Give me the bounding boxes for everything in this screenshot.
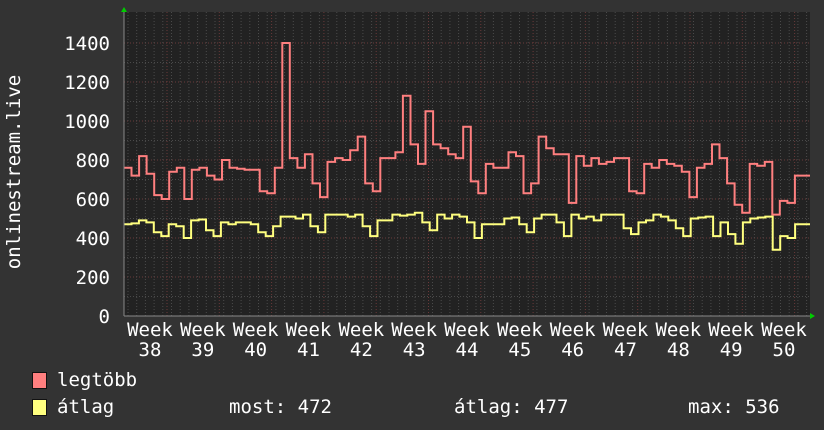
y-axis-label: onlinestream.live — [3, 75, 25, 269]
chart: 0 200 400 600 800 1000 1200 1400 onlinestream.li… — [3, 7, 815, 361]
x-tick-label-line: Week — [761, 319, 807, 341]
x-tick-label: Week 49 — [708, 319, 754, 361]
x-tick-label-line: Week — [550, 319, 596, 341]
x-tick-label-line: 47 — [614, 339, 637, 361]
x-axis-arrow-icon — [810, 313, 815, 319]
x-tick-label-line: Week — [391, 319, 437, 341]
x-tick-label-line: 44 — [456, 339, 479, 361]
y-tick-label: 0 — [99, 306, 110, 328]
legend-label-avg: átlag — [57, 396, 115, 418]
stat-now: most: 472 — [229, 396, 332, 418]
y-tick-label: 200 — [76, 267, 110, 289]
x-tick-label-line: 46 — [561, 339, 584, 361]
y-tick-label: 1200 — [64, 72, 110, 94]
x-tick-label-line: 48 — [667, 339, 690, 361]
x-tick-label-line: Week — [127, 319, 173, 341]
x-tick-label: Week 38 — [127, 319, 173, 361]
x-tick-label-line: 50 — [773, 339, 796, 361]
x-tick-label: Week 47 — [603, 319, 649, 361]
legend-item-avg: átlag — [32, 396, 114, 418]
x-tick-label: Week 42 — [338, 319, 384, 361]
x-tick-label-line: Week — [708, 319, 754, 341]
x-tick-label-line: 45 — [508, 339, 531, 361]
legend-item-max: legtöbb — [32, 369, 137, 391]
x-tick-label: Week 44 — [444, 319, 490, 361]
x-tick-label-line: Week — [655, 319, 701, 341]
x-tick-label: Week 39 — [180, 319, 226, 361]
x-tick-label: Week 50 — [761, 319, 807, 361]
y-tick-label: 1000 — [64, 111, 110, 133]
x-tick-label: Week 48 — [655, 319, 701, 361]
x-tick-label-line: Week — [444, 319, 490, 341]
x-tick-label: Week 40 — [233, 319, 279, 361]
x-tick-label-line: 38 — [139, 339, 162, 361]
y-tick-label: 400 — [76, 228, 110, 250]
y-tick-label: 1400 — [64, 33, 110, 55]
x-tick-label-line: 41 — [297, 339, 320, 361]
x-tick-label: Week 45 — [497, 319, 543, 361]
x-tick-label-line: Week — [497, 319, 543, 341]
legend-label-max: legtöbb — [57, 369, 138, 391]
series-line-avg — [124, 211, 810, 251]
stat-avg: átlag: 477 — [454, 396, 569, 418]
x-tick-label: Week 41 — [286, 319, 332, 361]
y-axis-arrow-icon — [121, 7, 127, 12]
x-tick-label-line: Week — [338, 319, 384, 341]
x-tick-label-line: 43 — [403, 339, 426, 361]
x-tick-label-line: 42 — [350, 339, 373, 361]
x-tick-label-line: Week — [603, 319, 649, 341]
stat-max: max: 536 — [688, 396, 780, 418]
x-tick-label-line: Week — [286, 319, 332, 341]
x-tick-label-line: Week — [180, 319, 226, 341]
y-tick-label: 600 — [76, 189, 110, 211]
series-line-max — [124, 42, 810, 216]
x-tick-label: Week 46 — [550, 319, 596, 361]
x-tick-label: Week 43 — [391, 319, 437, 361]
x-tick-label-line: 49 — [720, 339, 743, 361]
x-tick-label-line: 39 — [191, 339, 214, 361]
y-tick-label: 800 — [76, 150, 110, 172]
legend-swatch-max — [32, 371, 47, 389]
legend-swatch-avg — [32, 398, 47, 416]
x-tick-label-line: Week — [233, 319, 279, 341]
x-tick-label-line: 40 — [244, 339, 267, 361]
